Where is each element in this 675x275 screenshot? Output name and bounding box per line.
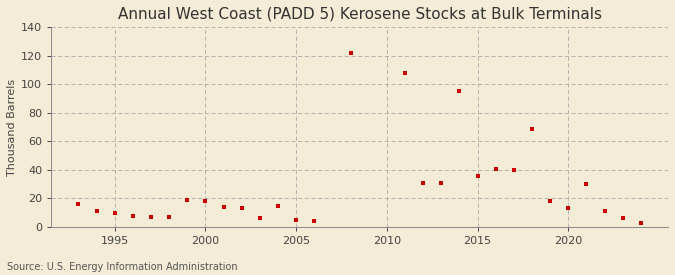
Point xyxy=(454,89,465,94)
Y-axis label: Thousand Barrels: Thousand Barrels xyxy=(7,79,17,176)
Point xyxy=(200,199,211,204)
Point xyxy=(618,216,628,221)
Point xyxy=(418,181,429,185)
Point xyxy=(109,211,120,215)
Point xyxy=(164,215,175,219)
Point xyxy=(309,219,320,224)
Point xyxy=(436,181,447,185)
Point xyxy=(73,202,84,207)
Point xyxy=(291,218,302,222)
Point xyxy=(218,205,229,209)
Point xyxy=(345,51,356,55)
Point xyxy=(490,166,501,171)
Point xyxy=(146,215,157,219)
Point xyxy=(254,216,265,221)
Point xyxy=(545,199,556,204)
Point xyxy=(526,126,537,131)
Title: Annual West Coast (PADD 5) Kerosene Stocks at Bulk Terminals: Annual West Coast (PADD 5) Kerosene Stoc… xyxy=(117,7,601,22)
Point xyxy=(635,221,646,225)
Text: Source: U.S. Energy Information Administration: Source: U.S. Energy Information Administ… xyxy=(7,262,238,272)
Point xyxy=(599,209,610,213)
Point xyxy=(581,182,592,186)
Point xyxy=(91,209,102,213)
Point xyxy=(563,206,574,211)
Point xyxy=(508,168,519,172)
Point xyxy=(128,213,138,218)
Point xyxy=(182,198,193,202)
Point xyxy=(236,206,247,211)
Point xyxy=(273,204,284,208)
Point xyxy=(400,71,410,75)
Point xyxy=(472,174,483,178)
